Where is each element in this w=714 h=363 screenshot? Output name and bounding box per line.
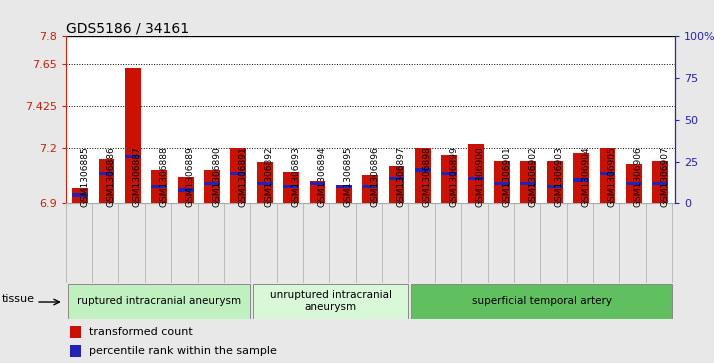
Bar: [600, 172, 615, 175]
Bar: [415, 168, 431, 172]
Bar: [72, 193, 88, 197]
Bar: [388, 166, 405, 203]
Bar: [125, 155, 141, 158]
Bar: [125, 68, 141, 203]
FancyBboxPatch shape: [253, 284, 408, 319]
Bar: [178, 177, 193, 203]
Bar: [388, 176, 405, 180]
Bar: [653, 182, 668, 185]
Bar: [257, 182, 273, 185]
Text: GDS5186 / 34161: GDS5186 / 34161: [66, 21, 188, 35]
Bar: [231, 148, 246, 203]
Text: GSM1306892: GSM1306892: [265, 147, 273, 207]
Text: GSM1306906: GSM1306906: [634, 147, 643, 207]
Text: GSM1306896: GSM1306896: [371, 147, 379, 207]
Bar: [283, 185, 299, 188]
Bar: [573, 153, 589, 203]
Text: GSM1306895: GSM1306895: [344, 147, 353, 207]
Bar: [231, 172, 246, 175]
Bar: [626, 182, 642, 185]
Bar: [547, 185, 563, 188]
Text: GSM1306905: GSM1306905: [608, 147, 616, 207]
Text: GSM1306890: GSM1306890: [212, 147, 221, 207]
Bar: [415, 148, 431, 203]
Text: superficial temporal artery: superficial temporal artery: [471, 296, 612, 306]
Bar: [468, 176, 483, 180]
Bar: [626, 164, 642, 203]
Text: GSM1306887: GSM1306887: [133, 147, 142, 207]
Text: GSM1306891: GSM1306891: [238, 147, 247, 207]
Bar: [336, 188, 352, 203]
Text: GSM1306898: GSM1306898: [423, 147, 432, 207]
Bar: [494, 182, 510, 185]
Bar: [204, 170, 220, 203]
Bar: [257, 163, 273, 203]
Bar: [70, 345, 81, 357]
Bar: [70, 326, 81, 338]
Text: unruptured intracranial
aneurysm: unruptured intracranial aneurysm: [270, 290, 392, 312]
Text: GSM1306907: GSM1306907: [660, 147, 669, 207]
FancyBboxPatch shape: [411, 284, 672, 319]
Bar: [336, 185, 352, 188]
Bar: [283, 172, 299, 203]
Text: GSM1306899: GSM1306899: [449, 147, 458, 207]
Text: ruptured intracranial aneurysm: ruptured intracranial aneurysm: [77, 296, 241, 306]
Bar: [204, 182, 220, 185]
Text: GSM1306889: GSM1306889: [186, 147, 195, 207]
Bar: [362, 185, 378, 188]
Text: GSM1306894: GSM1306894: [318, 147, 326, 207]
Bar: [441, 155, 457, 203]
Bar: [521, 182, 536, 185]
Text: GSM1306902: GSM1306902: [528, 147, 538, 207]
Bar: [441, 172, 457, 175]
Bar: [99, 159, 114, 203]
Bar: [99, 172, 114, 175]
Text: GSM1306888: GSM1306888: [159, 147, 169, 207]
Text: GSM1306885: GSM1306885: [80, 147, 89, 207]
Bar: [547, 160, 563, 203]
Text: tissue: tissue: [1, 294, 34, 305]
FancyBboxPatch shape: [69, 284, 250, 319]
Bar: [178, 188, 193, 192]
Bar: [151, 185, 167, 188]
Bar: [521, 160, 536, 203]
Text: GSM1306903: GSM1306903: [555, 147, 564, 207]
Text: GSM1306904: GSM1306904: [581, 147, 590, 207]
Bar: [573, 178, 589, 182]
Text: GSM1306901: GSM1306901: [502, 147, 511, 207]
Bar: [600, 148, 615, 203]
Bar: [310, 182, 326, 185]
Text: transformed count: transformed count: [89, 327, 193, 337]
Bar: [494, 160, 510, 203]
Text: GSM1306900: GSM1306900: [476, 147, 485, 207]
Text: GSM1306886: GSM1306886: [106, 147, 116, 207]
Bar: [151, 170, 167, 203]
Text: GSM1306893: GSM1306893: [291, 147, 300, 207]
Bar: [310, 181, 326, 203]
Text: GSM1306897: GSM1306897: [396, 147, 406, 207]
Text: percentile rank within the sample: percentile rank within the sample: [89, 346, 277, 356]
Bar: [468, 144, 483, 203]
Bar: [362, 175, 378, 203]
Bar: [653, 160, 668, 203]
Bar: [72, 188, 88, 203]
